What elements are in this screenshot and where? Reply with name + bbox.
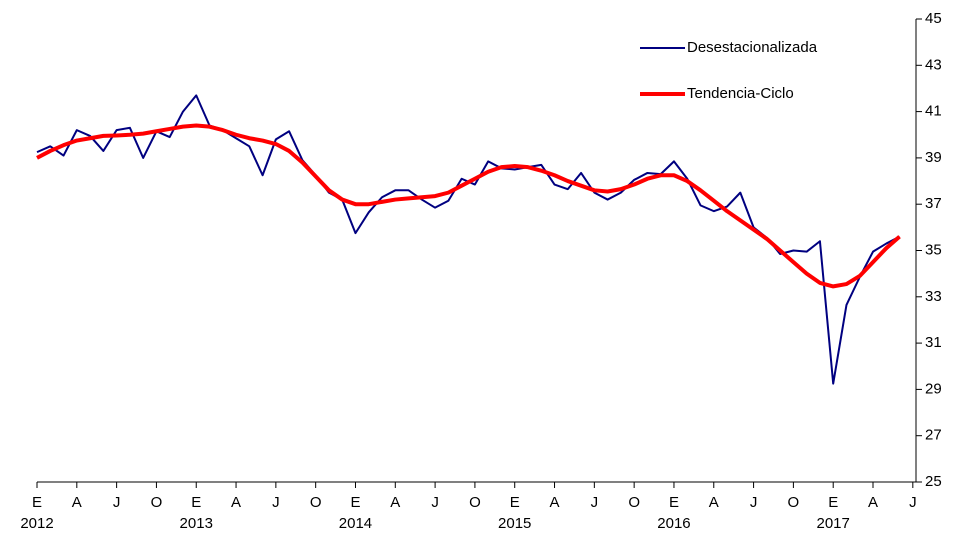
year-label: 2016 [657,515,690,532]
y-tick-label: 31 [925,334,942,351]
year-label: 2012 [20,515,53,532]
x-tick-label: E [510,494,520,511]
x-tick-label: A [231,494,241,511]
year-label: 2014 [339,515,372,532]
x-tick-label: O [469,494,481,511]
series-line [36,123,901,289]
y-tick-label: 45 [925,10,942,27]
y-tick-label: 27 [925,427,942,444]
x-tick-label: J [750,494,758,511]
x-tick-label: J [113,494,121,511]
x-tick-label: O [628,494,640,511]
year-label: 2017 [817,515,850,532]
y-tick-label: 25 [925,473,942,490]
year-label: 2015 [498,515,531,532]
x-tick-label: A [709,494,719,511]
x-tick-label: J [431,494,439,511]
x-tick-label: A [390,494,400,511]
x-tick-label: E [669,494,679,511]
x-tick-label: J [591,494,599,511]
y-tick-label: 43 [925,56,942,73]
x-tick-label: E [191,494,201,511]
x-tick-label: J [909,494,917,511]
legend-label: Tendencia-Ciclo [687,85,794,102]
year-label: 2013 [180,515,213,532]
y-tick-label: 29 [925,380,942,397]
x-tick-label: A [550,494,560,511]
x-tick-label: O [151,494,163,511]
y-tick-label: 39 [925,149,942,166]
y-tick-label: 37 [925,195,942,212]
legend-label: Desestacionalizada [687,39,818,56]
x-tick-label: J [272,494,280,511]
y-tick-label: 35 [925,241,942,258]
x-tick-label: O [310,494,322,511]
x-tick-label: E [350,494,360,511]
x-tick-label: O [788,494,800,511]
y-tick-label: 41 [925,103,942,120]
y-tick-label: 33 [925,288,942,305]
x-tick-label: A [72,494,82,511]
x-tick-label: E [828,494,838,511]
x-tick-label: E [32,494,42,511]
x-tick-label: A [868,494,878,511]
